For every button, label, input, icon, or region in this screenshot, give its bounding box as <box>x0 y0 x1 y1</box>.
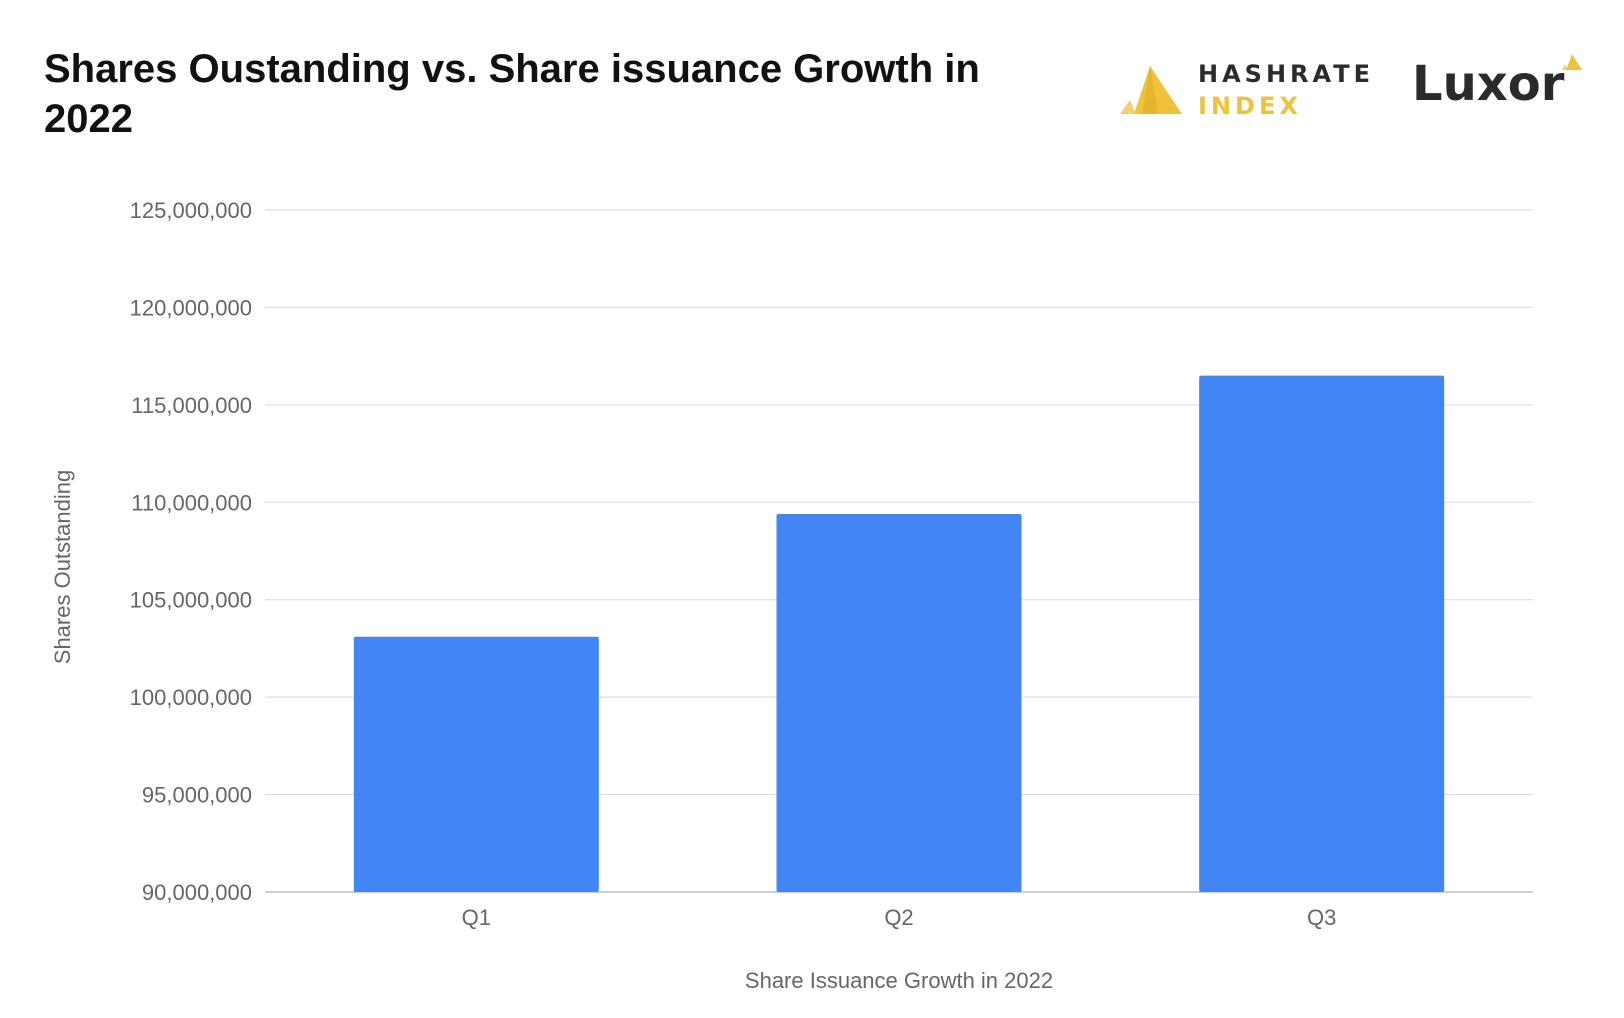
index-logo-text: INDEX <box>1198 92 1302 120</box>
hashrate-index-logo: HASHRATE INDEX <box>1120 56 1370 126</box>
x-axis-ticks: Q1 Q2 Q3 <box>462 905 1337 930</box>
y-tick-label: 110,000,000 <box>131 490 252 515</box>
hashrate-index-icon <box>1120 66 1182 114</box>
y-tick-label: 90,000,000 <box>142 880 252 905</box>
bar-q1 <box>353 636 599 892</box>
y-tick-label: 95,000,000 <box>142 783 252 808</box>
y-tick-label: 115,000,000 <box>131 393 252 418</box>
y-tick-label: 120,000,000 <box>130 295 252 320</box>
y-tick-label: 105,000,000 <box>130 588 252 613</box>
luxor-mark-icon <box>1562 54 1582 70</box>
x-tick-label: Q2 <box>884 905 913 930</box>
x-tick-label: Q3 <box>1307 905 1336 930</box>
luxor-logo-text: Luxor <box>1412 56 1565 112</box>
luxor-logo: Luxor <box>1412 52 1592 122</box>
x-tick-label: Q1 <box>462 905 491 930</box>
bars <box>353 375 1445 893</box>
y-tick-label: 125,000,000 <box>130 198 252 223</box>
hashrate-logo-text: HASHRATE <box>1198 60 1374 88</box>
y-tick-label: 100,000,000 <box>130 685 252 710</box>
bar-q2 <box>776 513 1022 892</box>
chart-title: Shares Oustanding vs. Share issuance Gro… <box>44 47 980 141</box>
bar-q3 <box>1199 375 1445 893</box>
y-axis-title: Shares Outstanding <box>50 470 75 664</box>
y-axis-ticks: 90,000,000 95,000,000 100,000,000 105,000,0… <box>130 198 252 905</box>
x-axis-title: Share Issuance Growth in 2022 <box>745 968 1053 993</box>
